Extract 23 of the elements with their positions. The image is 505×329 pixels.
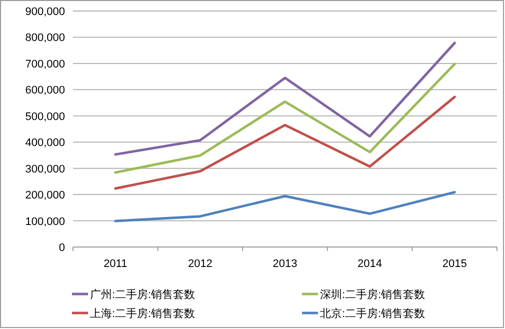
y-tick-label: 200,000 — [25, 190, 65, 202]
legend-label: 上海:二手房:销售套数 — [90, 307, 196, 320]
line-series — [114, 62, 456, 174]
y-tick-label: 700,000 — [25, 58, 65, 70]
y-tick-label: 400,000 — [25, 137, 65, 150]
y-tick-label: 800,000 — [25, 32, 65, 44]
x-tick-label: 2013 — [272, 258, 298, 270]
line-series — [114, 42, 456, 156]
x-tick-label: 2011 — [104, 258, 128, 270]
y-tick-label: 0 — [58, 242, 65, 254]
y-tick-label: 300,000 — [25, 163, 65, 176]
line-series — [114, 190, 456, 222]
legend-label: 广州:二手房:销售套数 — [90, 288, 196, 301]
x-tick-label: 2012 — [188, 258, 212, 270]
x-tick-label: 2015 — [442, 258, 467, 270]
y-tick-label: 100,000 — [25, 216, 65, 228]
x-tick-label: 2014 — [358, 258, 382, 270]
legend-label: 深圳:二手房:销售套数 — [320, 288, 426, 301]
y-tick-label: 500,000 — [25, 110, 65, 123]
y-tick-label: 600,000 — [25, 84, 65, 97]
line-series — [114, 96, 456, 190]
legend-label: 北京:二手房:销售套数 — [320, 307, 426, 320]
y-tick-label: 900,000 — [25, 6, 65, 18]
